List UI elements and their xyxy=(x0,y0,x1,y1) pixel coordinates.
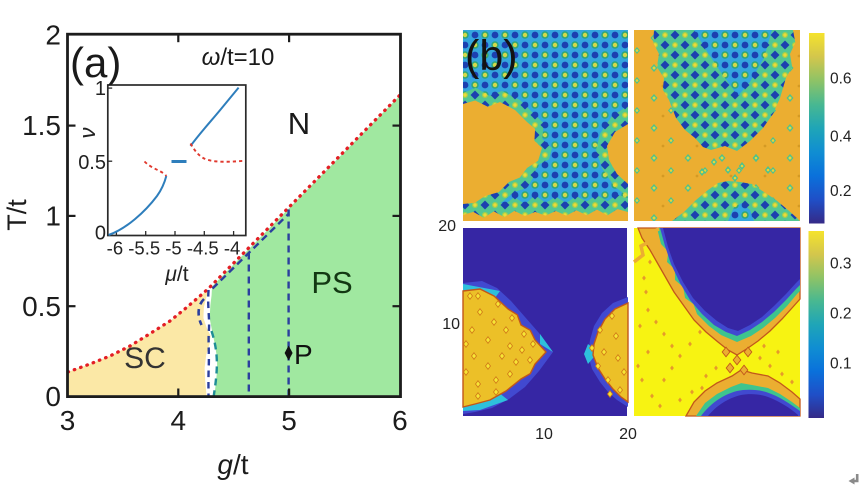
svg-text:-5.5: -5.5 xyxy=(128,238,160,259)
svg-text:0.2: 0.2 xyxy=(830,306,852,323)
svg-text:N: N xyxy=(288,106,310,141)
svg-text:0.5: 0.5 xyxy=(22,291,61,322)
svg-text:μ/t: μ/t xyxy=(164,263,188,286)
svg-text:0: 0 xyxy=(95,223,106,245)
svg-text:5: 5 xyxy=(281,405,297,436)
svg-text:10: 10 xyxy=(535,426,553,443)
svg-text:0.2: 0.2 xyxy=(830,183,852,200)
svg-text:SC: SC xyxy=(124,342,166,375)
svg-text:T/t: T/t xyxy=(2,199,32,231)
svg-text:PS: PS xyxy=(311,265,352,300)
svg-text:P: P xyxy=(294,339,313,370)
svg-text:20: 20 xyxy=(438,218,456,235)
svg-text:ν: ν xyxy=(75,128,100,139)
svg-text:-4: -4 xyxy=(224,238,240,259)
svg-text:1: 1 xyxy=(95,78,106,100)
svg-text:-6: -6 xyxy=(107,238,123,259)
svg-text:-5: -5 xyxy=(165,238,181,259)
svg-text:3: 3 xyxy=(60,405,76,436)
svg-text:0.5: 0.5 xyxy=(78,152,106,174)
svg-text:(b): (b) xyxy=(465,32,518,80)
svg-text:1.5: 1.5 xyxy=(22,110,61,141)
svg-text:0.1: 0.1 xyxy=(830,356,852,373)
svg-text:10: 10 xyxy=(442,316,460,333)
svg-text:1: 1 xyxy=(45,200,61,231)
svg-text:2: 2 xyxy=(45,20,61,51)
svg-text:g/t: g/t xyxy=(217,449,248,480)
svg-text:20: 20 xyxy=(619,426,637,443)
svg-text:0.4: 0.4 xyxy=(830,129,852,146)
svg-text:6: 6 xyxy=(392,405,408,436)
svg-text:ω/t=10: ω/t=10 xyxy=(202,44,275,71)
svg-text:0.3: 0.3 xyxy=(830,256,852,273)
svg-text:0: 0 xyxy=(45,381,61,412)
svg-text:0.6: 0.6 xyxy=(830,71,852,88)
svg-text:(a): (a) xyxy=(70,39,121,86)
svg-text:-4.5: -4.5 xyxy=(187,238,219,259)
svg-text:4: 4 xyxy=(171,405,187,436)
